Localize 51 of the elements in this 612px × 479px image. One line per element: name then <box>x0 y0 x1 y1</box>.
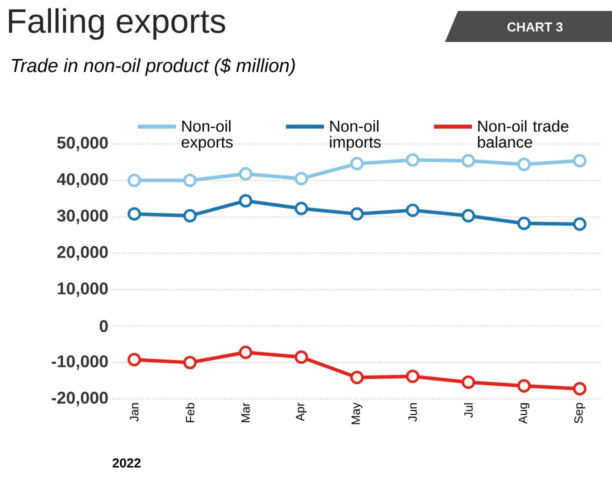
point <box>406 370 420 384</box>
point <box>183 356 197 370</box>
point <box>350 156 364 170</box>
point <box>294 172 308 186</box>
point <box>517 216 531 230</box>
point <box>128 207 142 221</box>
point <box>183 174 197 188</box>
point <box>517 379 531 393</box>
x-tick-label: Sep <box>574 403 586 424</box>
y-tick-label: -10,000 <box>52 355 108 370</box>
point <box>517 158 531 172</box>
point <box>128 174 142 188</box>
point <box>573 154 586 168</box>
y-tick-label: 30,000 <box>57 210 108 224</box>
point <box>573 217 586 231</box>
point <box>183 209 197 222</box>
y-tick-label: -20,000 <box>52 392 108 406</box>
point <box>294 202 308 216</box>
y-tick-label: 50,000 <box>57 136 108 152</box>
point <box>238 346 252 360</box>
y-tick-label: 10,000 <box>58 282 108 297</box>
caption: CHART 3 <box>507 22 563 32</box>
chart-subtitle: Trade in non-oil product ($ million) <box>12 58 295 76</box>
legend-label: Non-oil exports <box>182 120 233 151</box>
point <box>406 204 420 218</box>
point <box>406 153 420 167</box>
point <box>573 382 586 396</box>
x-tick-label: Jan <box>130 403 138 422</box>
x-tick-label: May <box>352 402 362 424</box>
y-tick-label: 0 <box>100 320 108 332</box>
x-tick-label: Jun <box>408 403 417 422</box>
point <box>350 370 364 384</box>
legend-label: Non-oil imports <box>330 120 381 151</box>
text: 2022 <box>112 458 140 468</box>
point <box>350 207 364 221</box>
x-tick-label: Mar <box>241 402 250 422</box>
point <box>128 352 142 366</box>
point <box>462 154 476 168</box>
y-tick-label: 20,000 <box>57 246 108 260</box>
x-tick-label: Apr <box>296 402 307 422</box>
point <box>294 350 308 364</box>
point <box>238 194 252 208</box>
legend-label: Non-oil trade balance <box>478 120 568 148</box>
point <box>462 209 476 222</box>
chart-title: Falling exports <box>8 8 226 40</box>
x-tick-label: Aug <box>518 403 530 424</box>
y-tick-label: 40,000 <box>56 173 108 188</box>
x-tick-label: Jul <box>464 403 473 418</box>
point <box>462 376 476 389</box>
x-tick-label: Feb <box>186 403 194 422</box>
point <box>238 167 252 181</box>
